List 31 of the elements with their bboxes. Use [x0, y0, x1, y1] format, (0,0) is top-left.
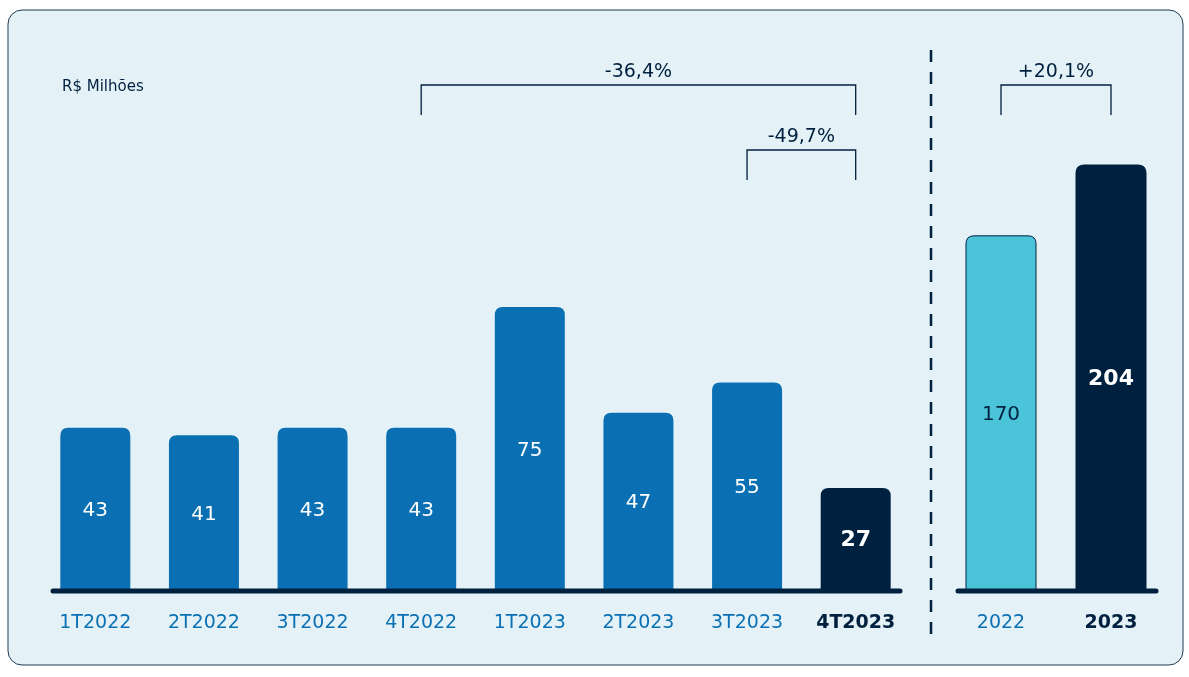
x-tick-label: 3T2022: [276, 610, 349, 632]
text: -49,7%: [767, 124, 835, 146]
x-tick-label: 2022: [976, 610, 1026, 632]
data-label: 204: [1088, 364, 1134, 390]
bar: [277, 427, 348, 590]
data-label: 43: [299, 496, 326, 521]
data-label: 27: [840, 526, 871, 552]
data-label: 41: [191, 500, 217, 525]
x-tick-label: 2023: [1084, 610, 1138, 632]
data-label: 43: [82, 496, 109, 521]
text: +20,1%: [1017, 59, 1095, 81]
data-label: 75: [517, 436, 543, 461]
x-tick-label: 1T2022: [59, 610, 132, 632]
x-tick-label: 2T2023: [602, 610, 675, 632]
text: R$ Milhões: [62, 77, 144, 95]
bar: [603, 412, 674, 590]
text: -36,4%: [604, 59, 673, 81]
x-tick-label: 3T2023: [711, 610, 784, 632]
x-tick-label: 2T2022: [167, 610, 240, 632]
data-label: 47: [625, 489, 652, 514]
bar: [494, 307, 565, 590]
data-label: 170: [981, 400, 1021, 425]
x-tick-label: 4T2022: [385, 610, 458, 632]
x-tick-label: 4T2023: [816, 610, 896, 632]
bar: [712, 382, 783, 590]
bar: [168, 435, 239, 590]
x-tick-label: 1T2023: [493, 610, 566, 632]
data-label: 43: [408, 496, 434, 521]
bar: [60, 427, 131, 590]
bar: [386, 427, 457, 590]
data-label: 55: [734, 474, 760, 499]
